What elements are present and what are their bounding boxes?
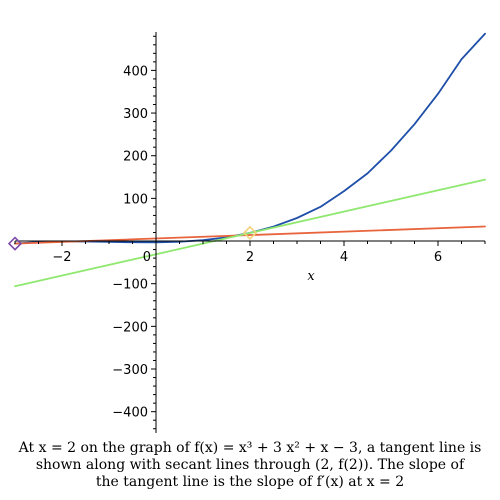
function-plot: −2 0 2 4 6 −400 −300 −200 −100 100 200 300 400 x bbox=[7, 32, 486, 433]
x-tick-label: 2 bbox=[246, 250, 254, 265]
y-tick-label: −100 bbox=[112, 278, 148, 293]
x-tick-label: 0 bbox=[143, 250, 151, 265]
x-tick-label: −2 bbox=[52, 250, 71, 265]
caption-line-1: At x = 2 on the graph of f(x) = x³ + 3 x… bbox=[18, 440, 482, 456]
cubic-curve bbox=[14, 32, 486, 245]
x-tick-label: 4 bbox=[340, 250, 348, 265]
x-tick-label: 6 bbox=[434, 250, 442, 265]
y-tick-label: −200 bbox=[112, 320, 148, 335]
tangent-line bbox=[14, 178, 486, 288]
caption-line-3: the tangent line is the slope of f′(x) a… bbox=[95, 474, 405, 490]
marker-layer bbox=[7, 225, 258, 251]
y-tick-label: 400 bbox=[123, 64, 148, 79]
point-marker-1 bbox=[7, 236, 23, 251]
point-marker-2 bbox=[242, 225, 258, 241]
y-tick-label: 100 bbox=[123, 192, 148, 207]
y-tick-label: 200 bbox=[123, 150, 148, 165]
y-tick-label: 300 bbox=[123, 107, 148, 122]
figure-caption: At x = 2 on the graph of f(x) = x³ + 3 x… bbox=[0, 440, 500, 491]
series-layer bbox=[14, 32, 486, 288]
caption-line-2: shown along with secant lines through (2… bbox=[35, 457, 465, 473]
y-tick-label: −400 bbox=[112, 406, 148, 421]
axes-layer: −2 0 2 4 6 −400 −300 −200 −100 100 200 300 400 x bbox=[14, 32, 486, 433]
x-axis-title: x bbox=[307, 269, 315, 284]
y-tick-label: −300 bbox=[112, 363, 148, 378]
